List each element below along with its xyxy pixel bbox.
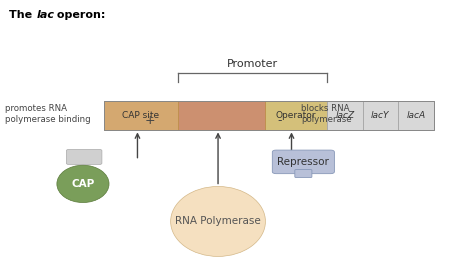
Text: Promoter: Promoter <box>227 59 278 69</box>
Text: CAP: CAP <box>71 179 95 189</box>
FancyBboxPatch shape <box>104 101 178 130</box>
Ellipse shape <box>171 186 265 256</box>
Ellipse shape <box>57 165 109 203</box>
Text: operon:: operon: <box>53 10 105 20</box>
FancyBboxPatch shape <box>327 101 363 130</box>
FancyBboxPatch shape <box>178 101 265 130</box>
Text: -: - <box>278 114 282 127</box>
Text: Repressor: Repressor <box>277 157 329 167</box>
Text: +: + <box>145 114 155 127</box>
Text: blocks RNA
polymerase: blocks RNA polymerase <box>301 104 352 124</box>
FancyBboxPatch shape <box>265 101 327 130</box>
Text: The: The <box>9 10 36 20</box>
Text: RNA Polymerase: RNA Polymerase <box>175 217 261 226</box>
Text: lacA: lacA <box>406 111 426 120</box>
FancyBboxPatch shape <box>295 169 312 178</box>
FancyBboxPatch shape <box>398 101 434 130</box>
Text: lacZ: lacZ <box>335 111 355 120</box>
Text: Operator: Operator <box>276 111 317 120</box>
FancyBboxPatch shape <box>66 149 102 164</box>
Text: CAP site: CAP site <box>122 111 160 120</box>
FancyBboxPatch shape <box>272 150 334 174</box>
Text: lac: lac <box>37 10 55 20</box>
FancyBboxPatch shape <box>363 101 398 130</box>
Text: promotes RNA
polymerase binding: promotes RNA polymerase binding <box>5 104 91 124</box>
Text: lacY: lacY <box>371 111 390 120</box>
